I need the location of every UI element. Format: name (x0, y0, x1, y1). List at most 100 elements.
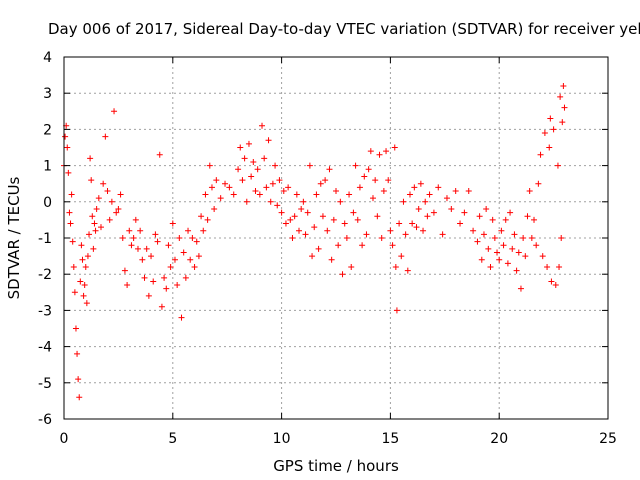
data-point (111, 108, 118, 115)
data-point (78, 242, 85, 249)
data-point (100, 180, 107, 187)
data-point (150, 278, 157, 285)
data-point (422, 198, 429, 205)
data-point (365, 166, 372, 173)
data-point (402, 231, 409, 238)
data-point (128, 242, 135, 249)
data-point (548, 278, 555, 285)
data-point (298, 206, 305, 213)
y-tick-label: -6 (38, 412, 52, 428)
data-point (265, 137, 272, 144)
data-point (206, 162, 213, 169)
data-point (391, 144, 398, 151)
data-point (191, 263, 198, 270)
data-point (115, 206, 122, 213)
data-point (420, 227, 427, 234)
data-point (554, 162, 561, 169)
data-point (335, 242, 342, 249)
data-point (487, 263, 494, 270)
data-point (317, 180, 324, 187)
data-point (496, 256, 503, 263)
data-point (67, 220, 74, 227)
data-point (217, 195, 224, 202)
data-point (161, 274, 168, 281)
data-point (339, 271, 346, 278)
data-point (145, 292, 152, 299)
data-point (500, 242, 507, 249)
x-tick-label: 15 (381, 431, 399, 447)
data-point (387, 227, 394, 234)
data-point (322, 177, 329, 184)
data-point (313, 191, 320, 198)
data-point (71, 289, 78, 296)
data-point (285, 184, 292, 191)
data-point (485, 245, 492, 252)
data-point (547, 115, 554, 122)
data-point (174, 282, 181, 289)
data-point (134, 245, 141, 252)
data-point (367, 148, 374, 155)
data-point (193, 238, 200, 245)
data-point (274, 202, 281, 209)
data-point (230, 191, 237, 198)
data-point (476, 213, 483, 220)
data-point (72, 325, 79, 332)
data-point (280, 187, 287, 194)
data-point (541, 130, 548, 137)
data-point (343, 235, 350, 241)
data-point (152, 231, 159, 238)
data-point (139, 256, 146, 263)
data-point (359, 242, 366, 249)
data-point (126, 227, 133, 234)
data-point (507, 209, 514, 216)
data-point (185, 227, 192, 234)
data-point (81, 282, 88, 289)
data-point (296, 227, 303, 234)
data-point (77, 278, 84, 285)
data-point (70, 263, 77, 270)
data-point (289, 235, 296, 241)
data-point (276, 177, 283, 184)
data-point (300, 198, 307, 205)
data-point (424, 213, 431, 220)
data-point (91, 220, 98, 227)
data-point (80, 292, 87, 299)
data-point (243, 198, 250, 205)
data-point (204, 216, 211, 223)
data-point (163, 285, 170, 292)
data-point (287, 216, 294, 223)
data-point (252, 187, 259, 194)
data-point (333, 187, 339, 194)
data-point (393, 307, 400, 314)
data-point (352, 162, 359, 169)
data-point (348, 263, 355, 270)
y-tick-label: -1 (38, 231, 52, 247)
data-point (69, 238, 76, 245)
data-point (413, 224, 420, 231)
data-point (474, 238, 481, 245)
data-point (448, 206, 455, 213)
data-point (483, 206, 490, 213)
data-point (102, 133, 109, 140)
data-point (282, 220, 289, 227)
data-point (306, 162, 313, 169)
data-point (143, 245, 150, 252)
data-point (167, 263, 174, 270)
data-point (398, 253, 405, 260)
data-point (415, 206, 422, 213)
data-point (559, 119, 566, 126)
y-tick-label: 4 (43, 50, 52, 66)
data-point (198, 213, 205, 220)
data-point (187, 256, 194, 263)
data-point (354, 216, 361, 223)
data-point (561, 104, 568, 111)
data-point (315, 245, 322, 252)
data-point (404, 267, 411, 274)
data-point (76, 394, 83, 401)
data-point (544, 263, 551, 270)
data-point (528, 235, 535, 241)
data-point (372, 177, 379, 184)
data-point (341, 220, 348, 227)
data-point (517, 285, 524, 292)
